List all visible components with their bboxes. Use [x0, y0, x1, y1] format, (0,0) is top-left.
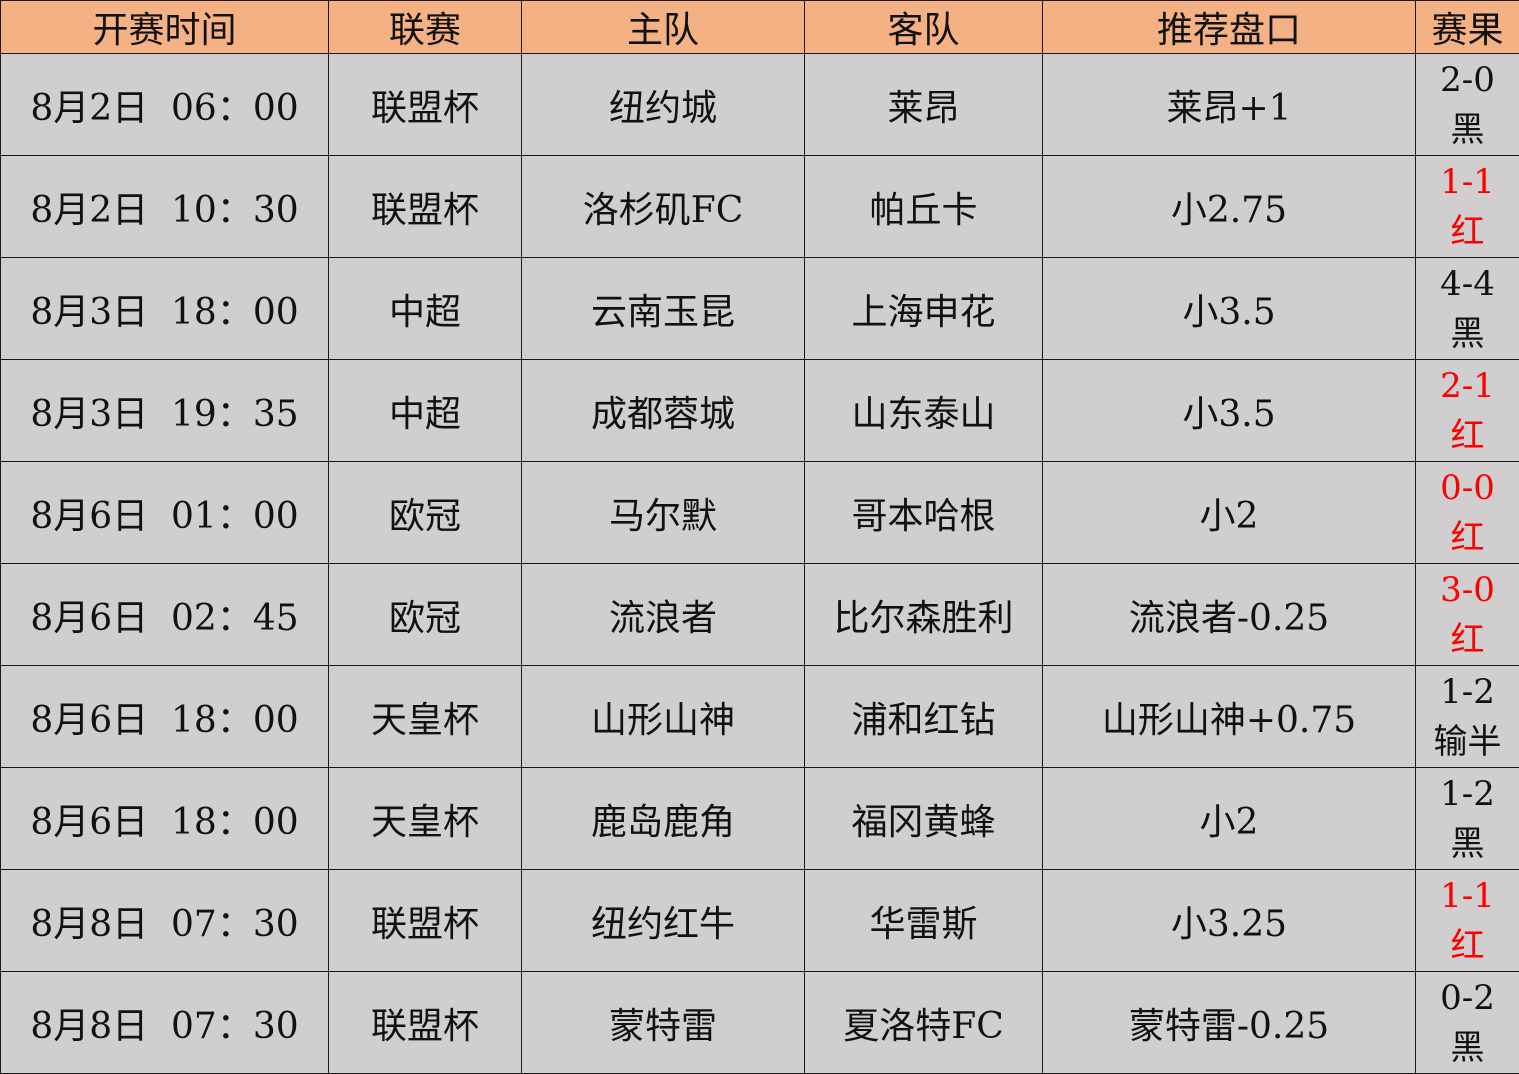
home-team-cell: 马尔默 — [522, 462, 805, 564]
league-cell: 联盟杯 — [329, 54, 522, 156]
away-team-cell: 华雷斯 — [805, 870, 1043, 972]
away-team-cell: 帕丘卡 — [805, 156, 1043, 258]
score: 1-2 — [1416, 667, 1519, 717]
header-league: 联赛 — [329, 1, 522, 54]
home-team-cell: 蒙特雷 — [522, 972, 805, 1074]
time-cell: 8月3日 18：00 — [1, 258, 329, 360]
home-team-cell: 成都蓉城 — [522, 360, 805, 462]
time-cell: 8月2日 06：00 — [1, 54, 329, 156]
time-cell: 8月6日 18：00 — [1, 768, 329, 870]
header-pick: 推荐盘口 — [1043, 1, 1416, 54]
home-team-cell: 流浪者 — [522, 564, 805, 666]
league-cell: 天皇杯 — [329, 666, 522, 768]
home-team-cell: 云南玉昆 — [522, 258, 805, 360]
away-team-cell: 山东泰山 — [805, 360, 1043, 462]
score: 2-0 — [1416, 55, 1519, 105]
time-cell: 8月6日 02：45 — [1, 564, 329, 666]
header-row: 开赛时间 联赛 主队 客队 推荐盘口 赛果 — [1, 1, 1519, 54]
outcome: 黑 — [1416, 105, 1519, 155]
home-team-cell: 洛杉矶FC — [522, 156, 805, 258]
time-cell: 8月6日 01：00 — [1, 462, 329, 564]
pick-cell: 小3.25 — [1043, 870, 1416, 972]
away-team-cell: 哥本哈根 — [805, 462, 1043, 564]
outcome: 黑 — [1416, 819, 1519, 869]
away-team-cell: 福冈黄蜂 — [805, 768, 1043, 870]
home-team-cell: 山形山神 — [522, 666, 805, 768]
home-team-cell: 鹿岛鹿角 — [522, 768, 805, 870]
score: 1-1 — [1416, 871, 1519, 921]
outcome: 红 — [1416, 513, 1519, 563]
pick-cell: 小3.5 — [1043, 360, 1416, 462]
league-cell: 联盟杯 — [329, 156, 522, 258]
away-team-cell: 上海申花 — [805, 258, 1043, 360]
outcome: 黑 — [1416, 309, 1519, 359]
home-team-cell: 纽约城 — [522, 54, 805, 156]
pick-cell: 流浪者-0.25 — [1043, 564, 1416, 666]
score: 3-0 — [1416, 565, 1519, 615]
away-team-cell: 夏洛特FC — [805, 972, 1043, 1074]
pick-cell: 小2 — [1043, 462, 1416, 564]
header-home: 主队 — [522, 1, 805, 54]
league-cell: 联盟杯 — [329, 870, 522, 972]
pick-cell: 小3.5 — [1043, 258, 1416, 360]
pick-cell: 小2 — [1043, 768, 1416, 870]
pick-cell: 莱昂+1 — [1043, 54, 1416, 156]
pick-cell: 山形山神+0.75 — [1043, 666, 1416, 768]
score: 0-0 — [1416, 463, 1519, 513]
time-cell: 8月6日 18：00 — [1, 666, 329, 768]
header-time: 开赛时间 — [1, 1, 329, 54]
score: 1-1 — [1416, 157, 1519, 207]
score: 4-4 — [1416, 259, 1519, 309]
outcome: 红 — [1416, 207, 1519, 257]
league-cell: 联盟杯 — [329, 972, 522, 1074]
league-cell: 中超 — [329, 258, 522, 360]
away-team-cell: 莱昂 — [805, 54, 1043, 156]
header-away: 客队 — [805, 1, 1043, 54]
time-cell: 8月3日 19：35 — [1, 360, 329, 462]
pick-cell: 蒙特雷-0.25 — [1043, 972, 1416, 1074]
outcome: 红 — [1416, 411, 1519, 461]
league-cell: 欧冠 — [329, 564, 522, 666]
time-cell: 8月8日 07：30 — [1, 870, 329, 972]
score: 1-2 — [1416, 769, 1519, 819]
league-cell: 天皇杯 — [329, 768, 522, 870]
header-result: 赛果 — [1416, 1, 1519, 54]
away-team-cell: 比尔森胜利 — [805, 564, 1043, 666]
pick-cell: 小2.75 — [1043, 156, 1416, 258]
league-cell: 欧冠 — [329, 462, 522, 564]
away-team-cell: 浦和红钻 — [805, 666, 1043, 768]
outcome: 黑 — [1416, 1023, 1519, 1073]
home-team-cell: 纽约红牛 — [522, 870, 805, 972]
time-cell: 8月2日 10：30 — [1, 156, 329, 258]
score: 2-1 — [1416, 361, 1519, 411]
league-cell: 中超 — [329, 360, 522, 462]
outcome: 输半 — [1416, 717, 1519, 767]
outcome: 红 — [1416, 921, 1519, 971]
score: 0-2 — [1416, 973, 1519, 1023]
outcome: 红 — [1416, 615, 1519, 665]
time-cell: 8月8日 07：30 — [1, 972, 329, 1074]
